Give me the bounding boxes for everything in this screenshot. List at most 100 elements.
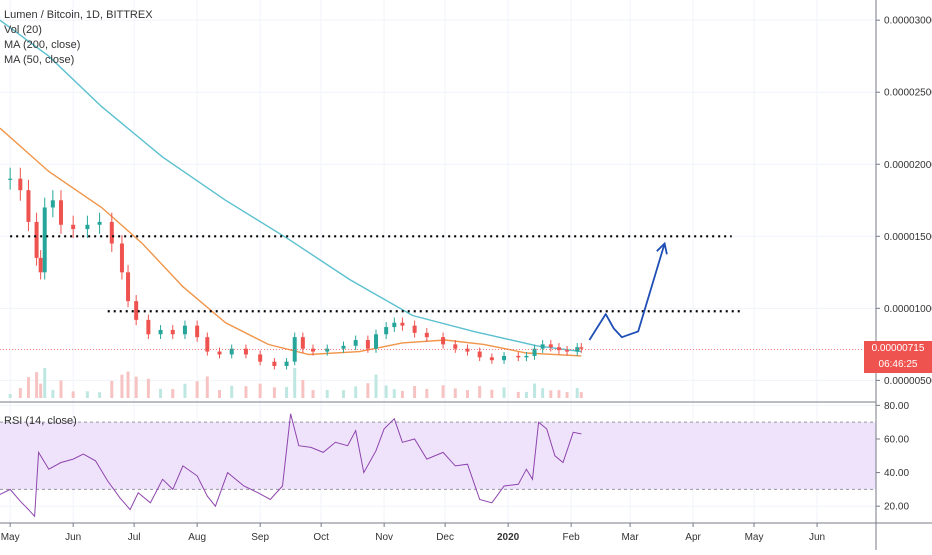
candle-body xyxy=(579,347,584,349)
candle-body xyxy=(134,301,139,320)
volume-bar xyxy=(425,388,429,398)
candle-body xyxy=(540,344,545,349)
candle-body xyxy=(412,325,417,333)
volume-bar xyxy=(43,368,47,398)
x-tick-label: Jul xyxy=(128,532,141,543)
candle-body xyxy=(477,351,482,358)
y-tick-label: 0.00002500 xyxy=(884,88,932,99)
volume-bar xyxy=(85,391,89,398)
volume-bar xyxy=(218,390,222,398)
candle-body xyxy=(374,334,379,349)
candle-body xyxy=(311,348,316,352)
volume-bar xyxy=(98,392,102,398)
candle-body xyxy=(465,348,470,352)
volume-bar xyxy=(8,394,12,398)
x-tick-label: Feb xyxy=(563,532,581,543)
symbol-title[interactable]: Lumen / Bitcoin, 1D, BITTREX xyxy=(4,9,153,21)
x-tick-label: Sep xyxy=(251,532,269,543)
volume-bar xyxy=(549,390,553,398)
candle-body xyxy=(284,361,289,366)
indicator-ma50[interactable]: MA (50, close) xyxy=(4,54,75,66)
rsi-title[interactable]: RSI (14, close) xyxy=(4,415,77,427)
y-tick-label: 0.00003000 xyxy=(884,16,932,27)
volume-bar xyxy=(366,383,370,398)
volume-bar xyxy=(71,391,75,398)
candle-body xyxy=(258,354,263,362)
volume-bar xyxy=(384,385,388,398)
volume-bar xyxy=(374,374,378,398)
x-tick-label: Dec xyxy=(436,532,454,543)
volume-bar xyxy=(341,390,345,398)
candle-body xyxy=(453,344,458,349)
volume-bar xyxy=(465,390,469,398)
volume-bar xyxy=(120,374,124,398)
last-price-tag: 0.00000715 xyxy=(864,341,932,358)
x-tick-label: May xyxy=(1,532,20,543)
candle-body xyxy=(548,344,553,348)
volume-bar xyxy=(18,388,22,398)
volume-bar xyxy=(502,387,506,398)
arrow-head xyxy=(656,241,668,255)
candle-body xyxy=(489,357,494,361)
volume-bar xyxy=(392,389,396,398)
volume-bar xyxy=(400,390,404,398)
ma50-line xyxy=(0,127,582,357)
volume-bar xyxy=(541,388,545,398)
ma200-line xyxy=(0,19,582,353)
volume-bar xyxy=(579,392,583,398)
candle-body xyxy=(119,243,124,273)
volume-bar xyxy=(230,385,234,398)
candle-body xyxy=(300,337,305,349)
candle-body xyxy=(195,325,200,338)
volume-bar xyxy=(565,392,569,398)
volume-bar xyxy=(478,386,482,398)
candle-body xyxy=(556,347,561,351)
candle-body xyxy=(8,178,13,180)
candle-body xyxy=(424,332,429,338)
volume-bar xyxy=(301,380,305,398)
annotations xyxy=(0,235,876,350)
volume-bar xyxy=(51,389,55,398)
rsi-y-tick-label: 80.00 xyxy=(884,401,909,412)
candle-body xyxy=(575,347,580,352)
volume-bar xyxy=(293,368,297,398)
chart-legend: Lumen / Bitcoin, 1D, BITTREX Vol (20) MA… xyxy=(4,8,153,68)
volume-bar xyxy=(575,388,579,398)
candle-body xyxy=(217,351,222,355)
x-tick-label: Oct xyxy=(313,532,329,543)
volume-bar xyxy=(524,391,528,398)
candle-body xyxy=(42,207,47,273)
candle-body xyxy=(516,355,521,358)
x-tick-label: Jun xyxy=(65,532,81,543)
candle-body xyxy=(50,200,55,208)
volume-bar xyxy=(195,381,199,398)
candle-body xyxy=(34,221,39,258)
candle-body xyxy=(325,348,330,352)
x-tick-label: Apr xyxy=(685,532,701,543)
x-tick-label: Jun xyxy=(809,532,825,543)
x-tick-label: 2020 xyxy=(497,532,520,543)
volume-bar xyxy=(183,383,187,398)
candle-body xyxy=(26,190,31,222)
candle-body xyxy=(524,355,529,358)
candle-body xyxy=(58,200,63,225)
y-tick-label: 0.00002000 xyxy=(884,160,932,171)
candle-body xyxy=(85,224,90,230)
countdown-tag: 06:46:25 xyxy=(864,357,932,374)
candle-body xyxy=(272,361,277,366)
candle-body xyxy=(341,345,346,349)
rsi-y-tick-label: 20.00 xyxy=(884,502,909,513)
rsi-y-tick-label: 60.00 xyxy=(884,434,909,445)
candle-body xyxy=(353,340,358,346)
volume-bar xyxy=(285,387,289,398)
indicator-volume[interactable]: Vol (20) xyxy=(4,24,42,36)
volume-bar xyxy=(516,391,520,398)
price-candles xyxy=(8,167,584,370)
candle-body xyxy=(170,329,175,335)
x-tick-label: Nov xyxy=(375,532,393,543)
volume-bar xyxy=(171,389,175,398)
volume-bar xyxy=(272,387,276,398)
indicator-ma200[interactable]: MA (200, close) xyxy=(4,39,81,51)
